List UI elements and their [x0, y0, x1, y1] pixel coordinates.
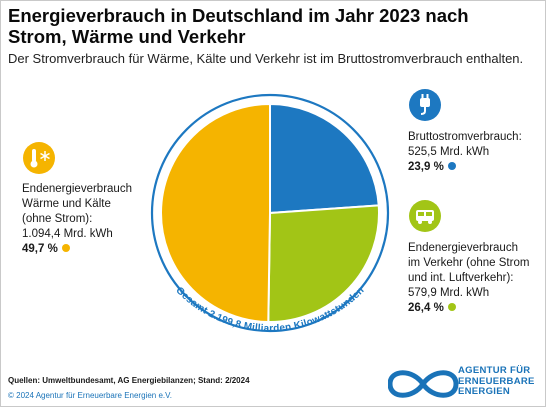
copyright-note: © 2024 Agentur für Erneuerbare Energien … [8, 391, 172, 400]
organization-logo-text: AGENTUR FÜR ERNEUERBARE ENERGIEN [458, 365, 535, 398]
legend-dot [447, 303, 456, 311]
slice-label-line: 1.094,4 Mrd. kWh [22, 228, 113, 240]
slice-label-line: Endenergieverbrauch [408, 242, 518, 254]
logo-line: AGENTUR FÜR [458, 365, 531, 376]
slice-label-strom: Bruttostromverbrauch: 525,5 Mrd. kWh 23,… [408, 130, 522, 175]
slice-label-waerme: Endenergieverbrauch Wärme und Kälte (ohn… [22, 182, 132, 257]
slice-percent: 23,9 % [408, 161, 444, 173]
thermometer-snowflake-icon [23, 142, 55, 174]
plug-icon [409, 89, 441, 121]
slice-label-line: und int. Luftverkehr): [408, 272, 514, 284]
sources-note: Quellen: Umweltbundesamt, AG Energiebila… [8, 376, 250, 385]
slice-label-line: 525,5 Mrd. kWh [408, 146, 490, 158]
pie-outer-ring [150, 93, 390, 333]
chart-title: Energieverbrauch in Deutschland im Jahr … [8, 5, 469, 47]
slice-label-line: 579,9 Mrd. kWh [408, 287, 490, 299]
logo-line: ENERGIEN [458, 386, 511, 397]
legend-dot [61, 244, 70, 252]
slice-label-line: (ohne Strom): [22, 213, 93, 225]
logo-line: ERNEUERBARE [458, 375, 535, 387]
slice-label-line: Endenergieverbrauch [22, 183, 132, 195]
slice-label-verkehr: Endenergieverbrauch im Verkehr (ohne Str… [408, 241, 529, 316]
slice-percent: 26,4 % [408, 302, 444, 314]
infinity-logo-icon [388, 370, 459, 398]
pie-slice-strom [269, 102, 380, 215]
slice-percent: 49,7 % [22, 243, 58, 255]
pie-slice-waerme [159, 102, 271, 324]
bus-icon [409, 200, 441, 232]
legend-dot [447, 162, 456, 170]
slice-label-line: Wärme und Kälte [22, 198, 111, 210]
slice-label-line: im Verkehr (ohne Strom [408, 257, 530, 269]
pie-slice-verkehr [267, 204, 380, 323]
chart-subtitle: Der Stromverbrauch für Wärme, Kälte und … [8, 51, 524, 66]
slice-label-line: Bruttostromverbrauch: [408, 131, 522, 143]
